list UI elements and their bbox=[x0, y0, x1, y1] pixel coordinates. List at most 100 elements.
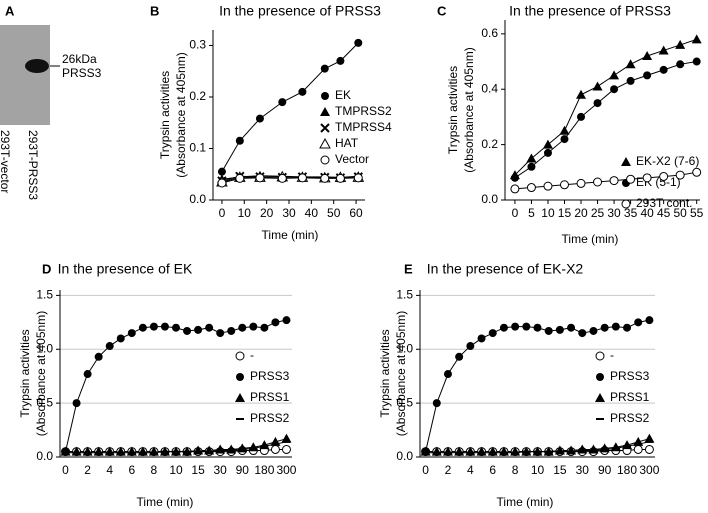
legend-label: Vector bbox=[335, 152, 369, 166]
marker bbox=[692, 57, 701, 66]
x-tick-label: 30 bbox=[607, 206, 621, 220]
y-axis-label: (Absorbance at 405nm) bbox=[462, 47, 476, 172]
marker bbox=[642, 51, 653, 60]
legend-label: - bbox=[250, 348, 254, 362]
x-tick-label: 15 bbox=[191, 463, 205, 477]
y-axis-label: Trypsin activities bbox=[18, 329, 32, 417]
x-tick-label: 45 bbox=[657, 206, 671, 220]
y-tick-label: 1.5 bbox=[36, 288, 53, 302]
panel-label: C bbox=[437, 3, 447, 18]
marker bbox=[335, 173, 345, 183]
y-tick-label: 0.3 bbox=[189, 38, 206, 52]
marker bbox=[183, 326, 192, 335]
x-tick-label: 30 bbox=[576, 463, 590, 477]
marker bbox=[236, 373, 244, 381]
legend-label: HAT bbox=[335, 136, 359, 150]
marker bbox=[354, 38, 363, 47]
marker bbox=[277, 173, 287, 183]
marker bbox=[94, 352, 103, 361]
marker bbox=[544, 326, 553, 335]
marker bbox=[194, 325, 203, 334]
x-tick-label: 4 bbox=[467, 463, 474, 477]
marker bbox=[659, 65, 668, 74]
x-axis-label: Time (min) bbox=[262, 228, 319, 242]
marker bbox=[249, 322, 258, 331]
y-tick-label: 0.5 bbox=[396, 395, 413, 409]
marker bbox=[658, 45, 669, 55]
panel-label: E bbox=[404, 261, 413, 276]
marker bbox=[172, 323, 180, 332]
marker bbox=[633, 444, 643, 454]
marker bbox=[510, 184, 520, 194]
marker bbox=[559, 125, 570, 135]
marker bbox=[138, 323, 147, 332]
x-tick-label: 10 bbox=[531, 463, 545, 477]
x-axis-label: Time (min) bbox=[562, 232, 619, 246]
marker bbox=[600, 323, 609, 332]
marker bbox=[626, 76, 635, 85]
x-tick-label: 180 bbox=[254, 463, 274, 477]
marker bbox=[320, 123, 330, 133]
marker bbox=[298, 87, 307, 96]
x-tick-label: 0 bbox=[422, 463, 429, 477]
x-tick-label: 40 bbox=[305, 206, 319, 220]
marker bbox=[255, 173, 265, 183]
lane-label: 293T-vector bbox=[0, 130, 12, 193]
marker bbox=[691, 34, 702, 44]
marker bbox=[576, 178, 586, 188]
marker bbox=[227, 326, 236, 335]
x-tick-label: 40 bbox=[640, 206, 654, 220]
marker bbox=[510, 173, 519, 182]
marker bbox=[576, 89, 587, 99]
marker bbox=[321, 92, 329, 100]
x-tick-label: 50 bbox=[327, 206, 341, 220]
legend-label: 293T cont. bbox=[636, 196, 692, 210]
x-tick-label: 180 bbox=[617, 463, 637, 477]
marker bbox=[278, 98, 287, 107]
x-tick-label: 0 bbox=[62, 463, 69, 477]
x-tick-label: 25 bbox=[591, 206, 605, 220]
x-tick-label: 15 bbox=[553, 463, 567, 477]
band-label: PRSS3 bbox=[62, 66, 102, 80]
y-axis-label: (Absorbance at 405nm) bbox=[34, 311, 48, 436]
x-tick-label: 0 bbox=[219, 206, 226, 220]
marker bbox=[609, 70, 620, 80]
x-tick-label: 10 bbox=[541, 206, 555, 220]
legend-label: PRSS1 bbox=[610, 390, 650, 404]
y-tick-label: 0.5 bbox=[36, 395, 53, 409]
marker bbox=[543, 181, 553, 191]
y-axis-label: (Absorbance at 405nm) bbox=[174, 52, 188, 177]
x-tick-label: 300 bbox=[639, 463, 659, 477]
marker bbox=[455, 352, 464, 361]
marker bbox=[593, 177, 603, 187]
x-tick-label: 4 bbox=[106, 463, 113, 477]
x-tick-label: 55 bbox=[690, 206, 704, 220]
marker bbox=[625, 59, 636, 69]
legend-label: PRSS3 bbox=[250, 369, 290, 383]
marker bbox=[659, 171, 669, 181]
marker bbox=[216, 329, 225, 338]
x-tick-label: 15 bbox=[558, 206, 572, 220]
legend-label: PRSS1 bbox=[250, 390, 290, 404]
chart-title: In the presence of PRSS3 bbox=[509, 3, 671, 19]
marker bbox=[297, 173, 307, 183]
x-tick-label: 50 bbox=[673, 206, 687, 220]
marker bbox=[235, 393, 245, 402]
marker bbox=[320, 155, 330, 165]
x-tick-label: 30 bbox=[214, 463, 228, 477]
x-tick-label: 6 bbox=[128, 463, 135, 477]
marker bbox=[611, 322, 620, 331]
marker bbox=[320, 173, 330, 183]
marker bbox=[522, 322, 531, 331]
marker bbox=[235, 136, 244, 145]
marker bbox=[593, 99, 602, 108]
marker bbox=[595, 351, 605, 361]
marker bbox=[634, 318, 643, 327]
marker bbox=[675, 170, 685, 180]
legend-label: TMPRSS2 bbox=[335, 104, 392, 118]
x-tick-label: 10 bbox=[238, 206, 252, 220]
marker bbox=[609, 176, 619, 186]
marker bbox=[320, 107, 330, 116]
marker bbox=[320, 64, 329, 73]
